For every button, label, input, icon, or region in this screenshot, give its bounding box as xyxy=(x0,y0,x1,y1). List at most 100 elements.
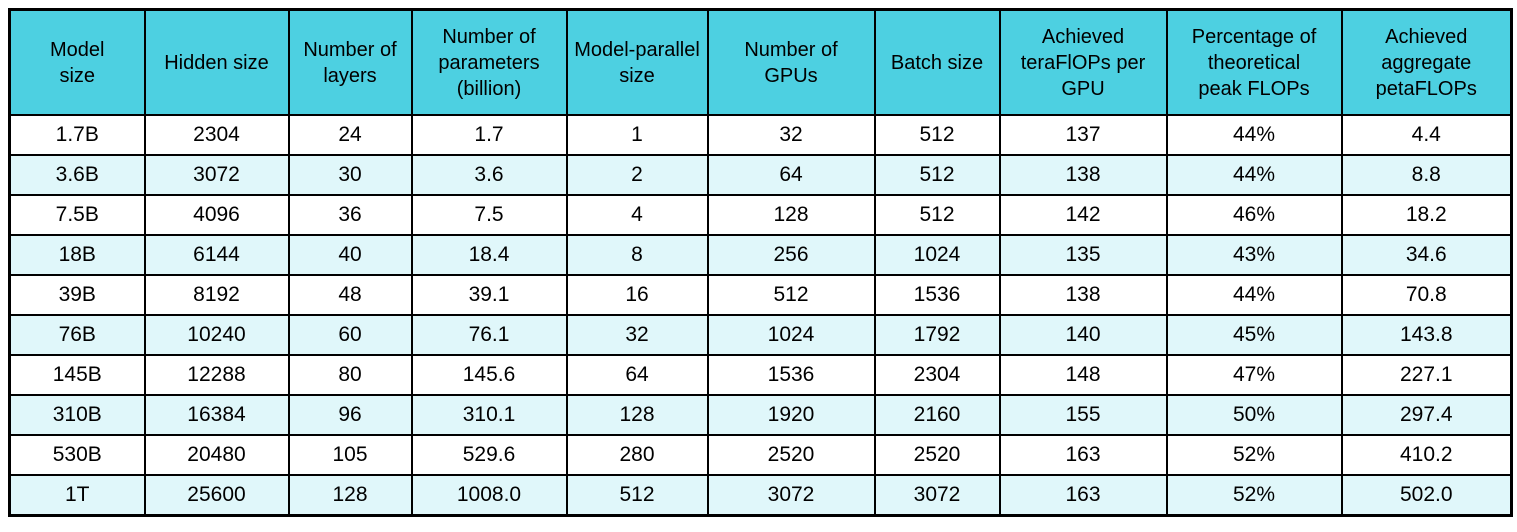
table-cell: 512 xyxy=(873,154,1001,196)
table-cell: 12288 xyxy=(143,354,290,396)
table-cell: 45% xyxy=(1165,314,1343,356)
table-cell: 502.0 xyxy=(1340,474,1513,517)
table-cell: 1024 xyxy=(873,234,1001,276)
table-cell: 1792 xyxy=(873,314,1001,356)
table-cell: 80 xyxy=(287,354,413,396)
table-cell: 256 xyxy=(706,234,876,276)
table-cell: 25600 xyxy=(143,474,290,517)
table-cell: 2304 xyxy=(873,354,1001,396)
table-cell: 18.4 xyxy=(410,234,568,276)
table-cell: 36 xyxy=(287,194,413,236)
column-header: Number of layers xyxy=(287,8,413,116)
table-cell: 138 xyxy=(998,274,1168,316)
column-header: Batch size xyxy=(873,8,1001,116)
column-header: Hidden size xyxy=(143,8,290,116)
table-cell: 512 xyxy=(565,474,709,517)
table-cell: 142 xyxy=(998,194,1168,236)
table-cell: 145.6 xyxy=(410,354,568,396)
table-cell: 46% xyxy=(1165,194,1343,236)
table-cell: 48 xyxy=(287,274,413,316)
table-cell: 64 xyxy=(565,354,709,396)
table-cell: 44% xyxy=(1165,154,1343,196)
table-cell: 135 xyxy=(998,234,1168,276)
column-header: Model-parallel size xyxy=(565,8,709,116)
table-row: 7.5B 4096 36 7.5 4 128 512 142 46% 18.2 xyxy=(8,194,1513,236)
table-cell: 16 xyxy=(565,274,709,316)
table-cell: 1008.0 xyxy=(410,474,568,517)
table-cell: 4.4 xyxy=(1340,114,1513,156)
table-cell: 16384 xyxy=(143,394,290,436)
table-cell: 8.8 xyxy=(1340,154,1513,196)
table-cell: 529.6 xyxy=(410,434,568,476)
table-cell: 18B xyxy=(8,234,146,276)
table-cell: 3072 xyxy=(873,474,1001,517)
table-cell: 1536 xyxy=(706,354,876,396)
table-cell: 155 xyxy=(998,394,1168,436)
table-cell: 2520 xyxy=(873,434,1001,476)
table-cell: 1024 xyxy=(706,314,876,356)
table-cell: 32 xyxy=(706,114,876,156)
table-cell: 140 xyxy=(998,314,1168,356)
table-cell: 310.1 xyxy=(410,394,568,436)
table-cell: 1.7B xyxy=(8,114,146,156)
table-cell: 44% xyxy=(1165,114,1343,156)
table-cell: 2304 xyxy=(143,114,290,156)
table-cell: 60 xyxy=(287,314,413,356)
table-cell: 105 xyxy=(287,434,413,476)
table-cell: 280 xyxy=(565,434,709,476)
table-cell: 3.6 xyxy=(410,154,568,196)
table-row: 310B 16384 96 310.1 128 1920 2160 155 50% 297.4 xyxy=(8,394,1513,436)
table-cell: 145B xyxy=(8,354,146,396)
table-row: 3.6B 3072 30 3.6 2 64 512 138 44% 8.8 xyxy=(8,154,1513,196)
column-header: Achieved aggregate petaFLOPs xyxy=(1340,8,1513,116)
table-cell: 297.4 xyxy=(1340,394,1513,436)
table-cell: 148 xyxy=(998,354,1168,396)
table-cell: 10240 xyxy=(143,314,290,356)
column-header: Achieved teraFlOPs per GPU xyxy=(998,8,1168,116)
table-cell: 18.2 xyxy=(1340,194,1513,236)
column-header: Percentage of theoretical peak FLOPs xyxy=(1165,8,1343,116)
model-scaling-config-table: Model size Hidden size Number of layers Num… xyxy=(8,8,1513,517)
table-cell: 137 xyxy=(998,114,1168,156)
table-cell: 128 xyxy=(706,194,876,236)
table-cell: 227.1 xyxy=(1340,354,1513,396)
table-cell: 76.1 xyxy=(410,314,568,356)
column-header: Model size xyxy=(8,8,146,116)
table-cell: 410.2 xyxy=(1340,434,1513,476)
table-header: Model size Hidden size Number of layers Num… xyxy=(8,8,1513,116)
table-cell: 163 xyxy=(998,434,1168,476)
table-cell: 39B xyxy=(8,274,146,316)
table-cell: 96 xyxy=(287,394,413,436)
table-cell: 32 xyxy=(565,314,709,356)
table-cell: 47% xyxy=(1165,354,1343,396)
table-cell: 4096 xyxy=(143,194,290,236)
table-cell: 3072 xyxy=(706,474,876,517)
table-cell: 44% xyxy=(1165,274,1343,316)
table-body: 1.7B 2304 24 1.7 1 32 512 137 44% 4.4 3.6B 3072 30 3.… xyxy=(8,114,1513,517)
header-row: Model size Hidden size Number of layers Num… xyxy=(8,8,1513,116)
table-row: 530B 20480 105 529.6 280 2520 2520 163 52% 410.2 xyxy=(8,434,1513,476)
table-cell: 2160 xyxy=(873,394,1001,436)
table-cell: 43% xyxy=(1165,234,1343,276)
table-cell: 8192 xyxy=(143,274,290,316)
table-row: 1T 25600 128 1008.0 512 3072 3072 163 52% 502.0 xyxy=(8,474,1513,517)
table-cell: 1536 xyxy=(873,274,1001,316)
table-cell: 76B xyxy=(8,314,146,356)
table-row: 18B 6144 40 18.4 8 256 1024 135 43% 34.6 xyxy=(8,234,1513,276)
table-cell: 512 xyxy=(873,114,1001,156)
column-header: Number of GPUs xyxy=(706,8,876,116)
table-cell: 1.7 xyxy=(410,114,568,156)
table-cell: 52% xyxy=(1165,434,1343,476)
column-header: Number of parameters (billion) xyxy=(410,8,568,116)
table-cell: 20480 xyxy=(143,434,290,476)
table-cell: 70.8 xyxy=(1340,274,1513,316)
table-cell: 40 xyxy=(287,234,413,276)
table-cell: 4 xyxy=(565,194,709,236)
table-cell: 128 xyxy=(565,394,709,436)
table-cell: 50% xyxy=(1165,394,1343,436)
table-cell: 39.1 xyxy=(410,274,568,316)
table-cell: 8 xyxy=(565,234,709,276)
table-cell: 138 xyxy=(998,154,1168,196)
table-cell: 1920 xyxy=(706,394,876,436)
table-cell: 3.6B xyxy=(8,154,146,196)
